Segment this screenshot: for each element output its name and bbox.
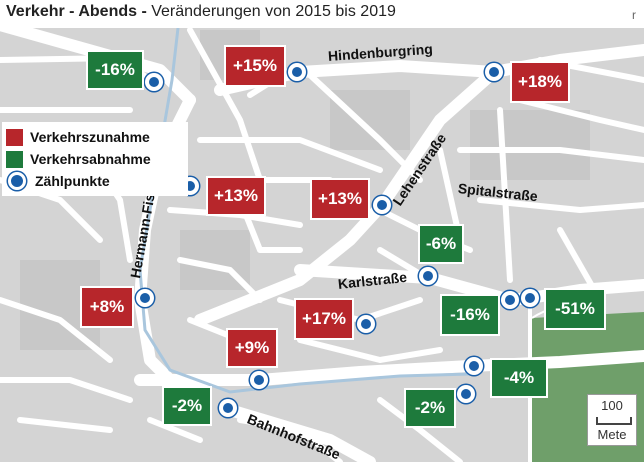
legend-points-label: Zählpunkte	[35, 173, 110, 189]
count-point[interactable]	[485, 63, 503, 81]
count-point-icon	[8, 172, 26, 190]
change-badge: -51%	[544, 288, 606, 330]
page-title: Verkehr - Abends - Veränderungen von 201…	[6, 3, 396, 21]
count-point[interactable]	[136, 289, 154, 307]
scale-bar-graphic	[596, 417, 632, 425]
change-badge: +9%	[226, 328, 278, 368]
title-main: Verkehr - Abends -	[6, 3, 147, 20]
count-point[interactable]	[357, 315, 375, 333]
count-point[interactable]	[219, 399, 237, 417]
change-badge: -2%	[162, 386, 212, 426]
corner-mark: r	[632, 8, 636, 22]
change-badge: -6%	[418, 224, 464, 264]
legend-row-increase: Verkehrszunahme	[6, 126, 184, 148]
scale-bar: 100 Mete	[587, 394, 637, 446]
change-badge: +17%	[294, 298, 354, 340]
legend-decrease-label: Verkehrsabnahme	[30, 151, 151, 167]
legend-row-points: Zählpunkte	[6, 170, 184, 192]
change-badge: +13%	[206, 176, 266, 216]
change-badge: -2%	[404, 388, 456, 428]
title-bar	[0, 0, 644, 28]
count-point[interactable]	[373, 196, 391, 214]
count-point[interactable]	[419, 267, 437, 285]
change-badge: -16%	[440, 294, 500, 336]
legend-increase-label: Verkehrszunahme	[30, 129, 150, 145]
count-point[interactable]	[145, 73, 163, 91]
legend: Verkehrszunahme Verkehrsabnahme Zählpunk…	[2, 122, 188, 196]
count-point[interactable]	[288, 63, 306, 81]
count-point[interactable]	[521, 289, 539, 307]
title-sub: Veränderungen von 2015 bis 2019	[151, 3, 396, 20]
change-badge: +8%	[80, 286, 134, 328]
change-badge: +15%	[224, 45, 286, 87]
change-badge: -4%	[490, 358, 548, 398]
scale-value: 100	[601, 398, 623, 413]
count-point[interactable]	[250, 371, 268, 389]
count-point[interactable]	[465, 357, 483, 375]
change-badge: +13%	[310, 178, 370, 220]
count-point[interactable]	[501, 291, 519, 309]
count-point[interactable]	[457, 385, 475, 403]
legend-row-decrease: Verkehrsabnahme	[6, 148, 184, 170]
scale-unit: Mete	[597, 427, 627, 442]
increase-swatch	[6, 128, 23, 146]
decrease-swatch	[6, 150, 23, 168]
change-badge: +18%	[510, 61, 570, 103]
change-badge: -16%	[86, 50, 144, 90]
